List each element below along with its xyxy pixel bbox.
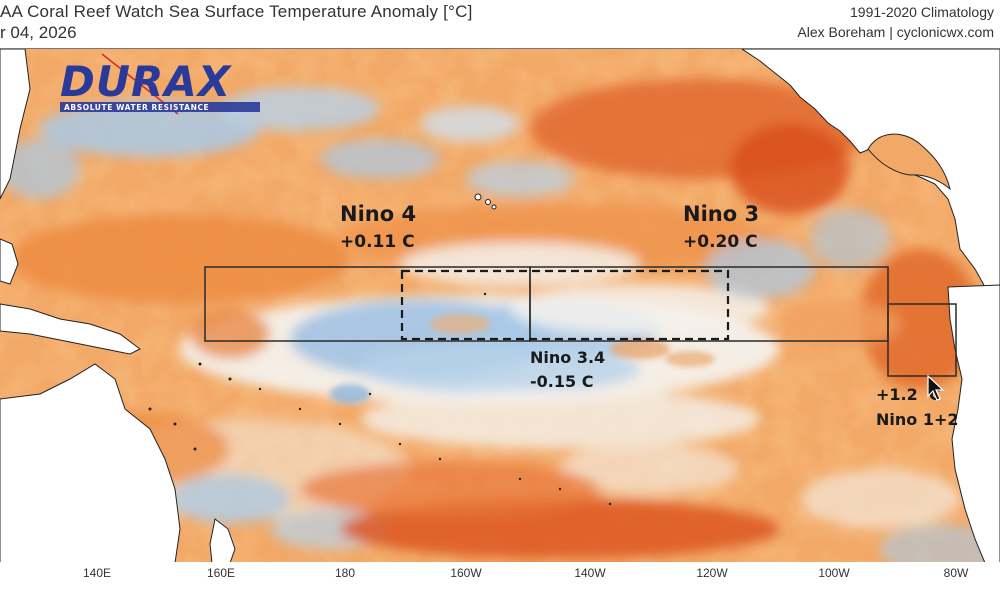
land-masses <box>0 49 1000 563</box>
sst-anomaly-map <box>0 48 1000 564</box>
tick-label: 80W <box>943 566 969 580</box>
map-title: AA Coral Reef Watch Sea Surface Temperat… <box>0 2 473 21</box>
nino34-value: -0.15 C <box>530 372 594 391</box>
mouse-cursor-icon <box>927 375 945 401</box>
credit-label: Alex Boreham | cyclonicwx.com <box>797 24 994 40</box>
nino4-name: Nino 4 <box>340 202 417 226</box>
tick-label: 140W <box>574 566 606 580</box>
nino12-name: Nino 1+2 <box>876 410 959 429</box>
tick-label: 180 <box>334 566 356 580</box>
nino3-value: +0.20 C <box>683 232 758 252</box>
climatology-label: 1991-2020 Climatology <box>850 4 994 20</box>
map-header: AA Coral Reef Watch Sea Surface Temperat… <box>0 0 1000 48</box>
longitude-axis: 140E 160E 180 160W 140W 120W 100W 80W <box>0 562 1000 600</box>
svg-text:ABSOLUTE WATER RESISTANCE: ABSOLUTE WATER RESISTANCE <box>64 103 209 112</box>
tick-label: 160W <box>450 566 482 580</box>
durax-logo: DURAX ABSOLUTE WATER RESISTANCE <box>60 53 260 115</box>
nino34-name: Nino 3.4 <box>530 348 606 367</box>
nino3-name: Nino 3 <box>683 202 760 226</box>
tick-label: 100W <box>818 566 850 580</box>
nino34-box <box>400 269 730 341</box>
tick-label: 140E <box>82 566 112 580</box>
svg-text:DURAX: DURAX <box>60 57 233 106</box>
tick-label: 160E <box>206 566 236 580</box>
map-date: r 04, 2026 <box>0 23 77 42</box>
nino12-box <box>887 303 957 377</box>
tick-label: 120W <box>696 566 728 580</box>
nino4-value: +0.11 C <box>340 232 415 252</box>
